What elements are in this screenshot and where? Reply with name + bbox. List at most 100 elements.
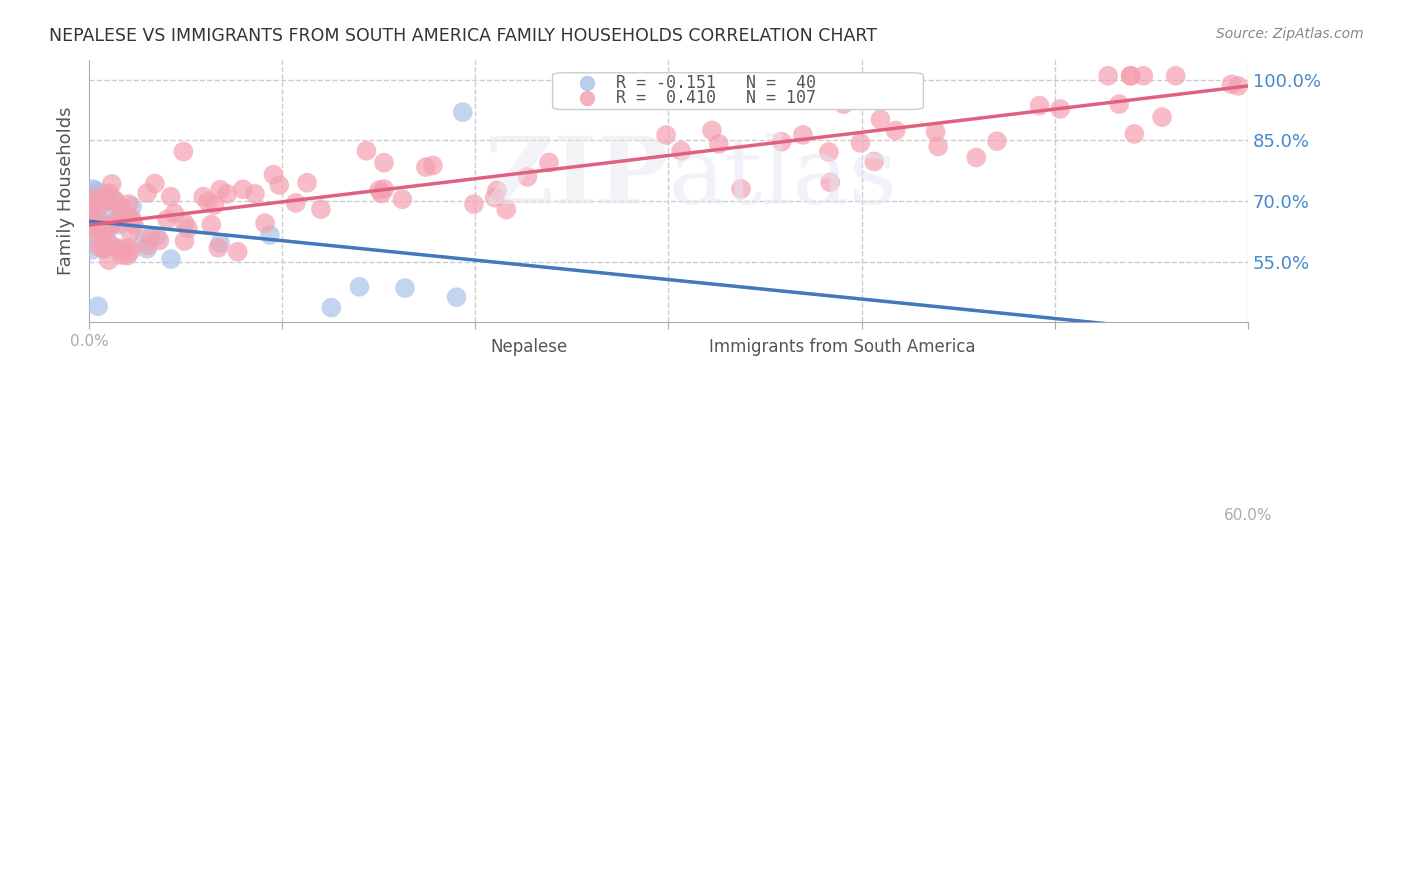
Point <box>143 177 166 191</box>
Point <box>134 233 156 247</box>
Point <box>82 182 104 196</box>
Point <box>908 131 931 145</box>
Point <box>98 186 121 201</box>
Point <box>215 186 238 201</box>
Point <box>516 169 538 184</box>
Point <box>93 243 115 257</box>
Point <box>86 204 108 219</box>
Point <box>792 128 814 142</box>
Point <box>669 144 692 158</box>
Point <box>177 221 200 235</box>
Point <box>681 91 703 105</box>
Point <box>79 229 101 244</box>
Point <box>295 176 318 190</box>
Point <box>1108 97 1130 112</box>
Point <box>145 229 167 244</box>
Point <box>82 212 104 227</box>
Point <box>80 191 103 205</box>
Point <box>82 197 104 211</box>
Point <box>173 234 195 248</box>
Point <box>451 105 474 120</box>
Point <box>104 194 127 208</box>
Point <box>103 194 125 208</box>
Point <box>136 238 159 252</box>
Text: Source: ZipAtlas.com: Source: ZipAtlas.com <box>1216 27 1364 41</box>
Point <box>148 234 170 248</box>
Point <box>93 233 115 247</box>
Text: NEPALESE VS IMMIGRANTS FROM SOUTH AMERICA FAMILY HOUSEHOLDS CORRELATION CHART: NEPALESE VS IMMIGRANTS FROM SOUTH AMERIC… <box>49 27 877 45</box>
Point <box>349 280 371 294</box>
Point <box>84 212 107 227</box>
Point <box>924 125 946 139</box>
Point <box>207 241 229 255</box>
Point <box>84 184 107 198</box>
Y-axis label: Family Households: Family Households <box>58 107 75 276</box>
Point <box>716 516 738 530</box>
Point <box>259 227 281 242</box>
Point <box>160 252 183 266</box>
Point <box>226 244 249 259</box>
Point <box>391 192 413 206</box>
Point <box>93 242 115 256</box>
Point <box>136 242 159 256</box>
Point <box>655 128 678 142</box>
Point <box>82 199 104 213</box>
Point <box>373 182 395 196</box>
Point <box>117 249 139 263</box>
Point <box>97 253 120 268</box>
Point <box>110 201 132 215</box>
Point <box>463 197 485 211</box>
Point <box>820 175 842 189</box>
Point <box>84 189 107 203</box>
Point <box>730 182 752 196</box>
Point <box>87 299 110 313</box>
Point <box>263 168 285 182</box>
Point <box>172 145 194 159</box>
Point <box>87 186 110 201</box>
Point <box>93 224 115 238</box>
Point <box>832 97 855 112</box>
Point <box>94 194 117 209</box>
Text: atlas: atlas <box>668 133 897 223</box>
Point <box>120 226 142 240</box>
Point <box>117 197 139 211</box>
Point <box>84 197 107 211</box>
Point <box>107 218 129 232</box>
Point <box>197 194 219 209</box>
Point <box>89 199 111 213</box>
Point <box>89 240 111 254</box>
Text: R =  0.410   N = 107: R = 0.410 N = 107 <box>616 88 817 107</box>
Point <box>1049 102 1071 116</box>
Point <box>1227 78 1250 93</box>
Point <box>1097 69 1119 83</box>
Point <box>927 139 949 153</box>
Point <box>101 206 124 220</box>
Point <box>79 206 101 220</box>
Point <box>394 281 416 295</box>
Point <box>818 87 841 102</box>
Point <box>373 155 395 169</box>
Point <box>232 182 254 196</box>
Point <box>159 189 181 203</box>
Text: Nepalese: Nepalese <box>491 338 568 357</box>
Point <box>446 290 468 304</box>
Point <box>1164 69 1187 83</box>
Point <box>415 160 437 174</box>
Point <box>209 235 232 250</box>
Point <box>370 186 392 201</box>
Point <box>484 191 506 205</box>
Point <box>121 213 143 227</box>
Point <box>884 123 907 137</box>
Text: R = -0.151   N =  40: R = -0.151 N = 40 <box>616 74 817 92</box>
Point <box>986 134 1008 148</box>
Point <box>321 301 343 315</box>
Point <box>700 123 723 137</box>
Point <box>96 217 118 231</box>
Text: Immigrants from South America: Immigrants from South America <box>709 338 976 357</box>
Point <box>707 136 730 151</box>
Point <box>1220 77 1243 91</box>
Point <box>1121 516 1143 530</box>
Point <box>94 189 117 203</box>
Point <box>204 198 226 212</box>
Point <box>1028 98 1050 112</box>
